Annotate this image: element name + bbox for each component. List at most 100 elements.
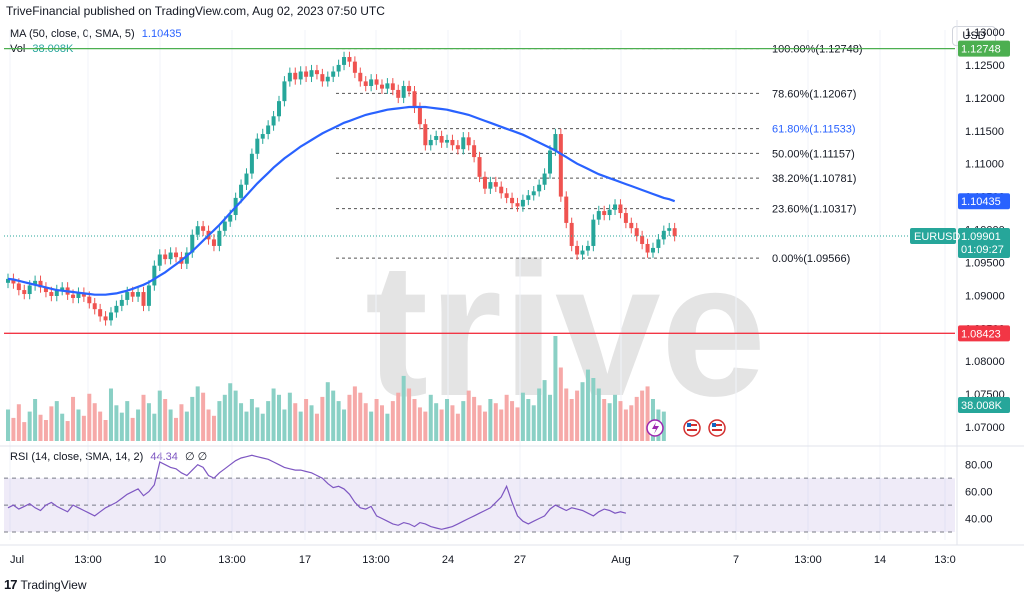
- ma-line: [7, 105, 676, 296]
- candle-body: [499, 186, 504, 194]
- volume-bar: [358, 392, 363, 441]
- volume-bar: [428, 394, 433, 441]
- candle-body: [629, 222, 634, 229]
- volume-bars: [6, 336, 666, 441]
- candle-body: [217, 230, 222, 246]
- volume-bar: [618, 401, 623, 441]
- volume-bar: [146, 403, 151, 441]
- volume-bar: [228, 383, 233, 441]
- candle-body: [27, 285, 32, 295]
- candle-body: [54, 290, 59, 296]
- rsi-tick-label: 40.00: [965, 514, 993, 526]
- candle-body: [320, 74, 325, 82]
- volume-bar: [108, 388, 113, 441]
- candle-body: [222, 221, 227, 231]
- candle-body: [38, 280, 43, 288]
- volume-badge: 38.008K: [961, 400, 1003, 412]
- time-tick-label: 13:0: [934, 554, 955, 566]
- volume-bar: [298, 411, 303, 441]
- volume-bar: [60, 413, 65, 441]
- flag-canton-icon: [712, 423, 716, 427]
- volume-bar: [43, 420, 48, 441]
- volume-bar: [130, 417, 135, 441]
- volume-bar: [282, 409, 287, 441]
- candle-body: [33, 280, 38, 286]
- candle-body: [504, 193, 509, 198]
- volume-bar: [6, 409, 10, 441]
- volume-bar: [477, 405, 482, 441]
- ma-badge: 1.10435: [961, 196, 1001, 208]
- volume-bar: [179, 404, 184, 441]
- candle-body: [266, 125, 271, 135]
- candle-body: [623, 213, 628, 223]
- candle-body: [81, 292, 86, 297]
- candle-body: [277, 101, 281, 117]
- volume-bar: [27, 411, 32, 441]
- volume-bar: [569, 399, 574, 441]
- volume-bar: [260, 413, 265, 441]
- candle-body: [596, 211, 601, 220]
- volume-bar: [423, 411, 428, 441]
- event-icons[interactable]: [646, 419, 726, 437]
- candle-body: [336, 64, 341, 72]
- volume-bar: [531, 405, 536, 441]
- volume-bar: [22, 422, 27, 441]
- price-tick-label: 1.11000: [965, 159, 1004, 171]
- candle-body: [575, 245, 580, 255]
- candle-body: [363, 81, 368, 86]
- candle-body: [325, 76, 330, 82]
- volume-bar: [504, 394, 509, 441]
- ma-legend[interactable]: MA (50, close, 0, SMA, 5) 1.10435: [10, 28, 182, 40]
- flag-stripe-icon: [687, 429, 697, 431]
- candle-body: [531, 191, 536, 196]
- price-axis[interactable]: 1.130001.125001.120001.115001.110001.105…: [965, 27, 1005, 526]
- time-axis[interactable]: Jul 13:00 10 13:00 17 13:00 24 27 Aug 7 13:00 14 13:…: [10, 554, 956, 566]
- rsi-legend-label: RSI (14, close, SMA, 14, 2): [10, 451, 144, 463]
- volume-bar: [76, 409, 81, 441]
- volume-bar: [412, 399, 417, 441]
- volume-bar: [640, 390, 645, 441]
- candle-body: [645, 243, 650, 253]
- volume-bar: [526, 399, 531, 441]
- candle-body: [585, 245, 590, 251]
- candle-body: [542, 173, 547, 185]
- candle-body: [260, 134, 265, 139]
- volume-bar: [141, 394, 146, 441]
- volume-bar: [54, 401, 59, 441]
- price-chart[interactable]: trive 100.00%(1.12748)78.60%(1.12067)61.…: [0, 0, 1024, 580]
- flag-stripe-icon: [712, 429, 722, 431]
- candle-body: [92, 303, 97, 310]
- candle-body: [412, 91, 417, 108]
- volume-bar: [607, 403, 612, 441]
- volume-bar: [336, 401, 341, 441]
- candle-body: [385, 83, 390, 89]
- time-tick-label: Aug: [611, 554, 631, 566]
- volume-bar: [548, 394, 552, 441]
- volume-bar: [65, 421, 70, 441]
- volume-bar: [634, 396, 639, 441]
- candle-body: [472, 145, 477, 158]
- candle-body: [618, 204, 623, 214]
- support-badge-bg: [958, 325, 1010, 342]
- volume-bar: [314, 413, 319, 441]
- price-tick-label: 1.13000: [965, 27, 1005, 39]
- volume-bar: [222, 394, 227, 441]
- candle-body: [282, 81, 287, 102]
- price-tick-label: 1.07000: [965, 422, 1005, 434]
- volume-bar: [493, 403, 498, 441]
- candle-body: [602, 211, 607, 216]
- volume-bar: [293, 403, 298, 441]
- candle-body: [455, 145, 460, 150]
- candle-body: [369, 79, 374, 86]
- candle-body: [672, 228, 677, 237]
- rsi-line: [7, 454, 627, 530]
- candle-body: [244, 173, 249, 185]
- candle-body: [379, 84, 384, 89]
- candle-body: [656, 239, 661, 248]
- rsi-panel: [0, 20, 1024, 546]
- rsi-legend[interactable]: RSI (14, close, SMA, 14, 2) 44.34 ∅ ∅: [10, 450, 207, 463]
- volume-bar: [510, 401, 515, 441]
- volume-bar: [347, 394, 352, 441]
- candle-body: [553, 134, 558, 151]
- flag-stripe-icon: [687, 424, 697, 426]
